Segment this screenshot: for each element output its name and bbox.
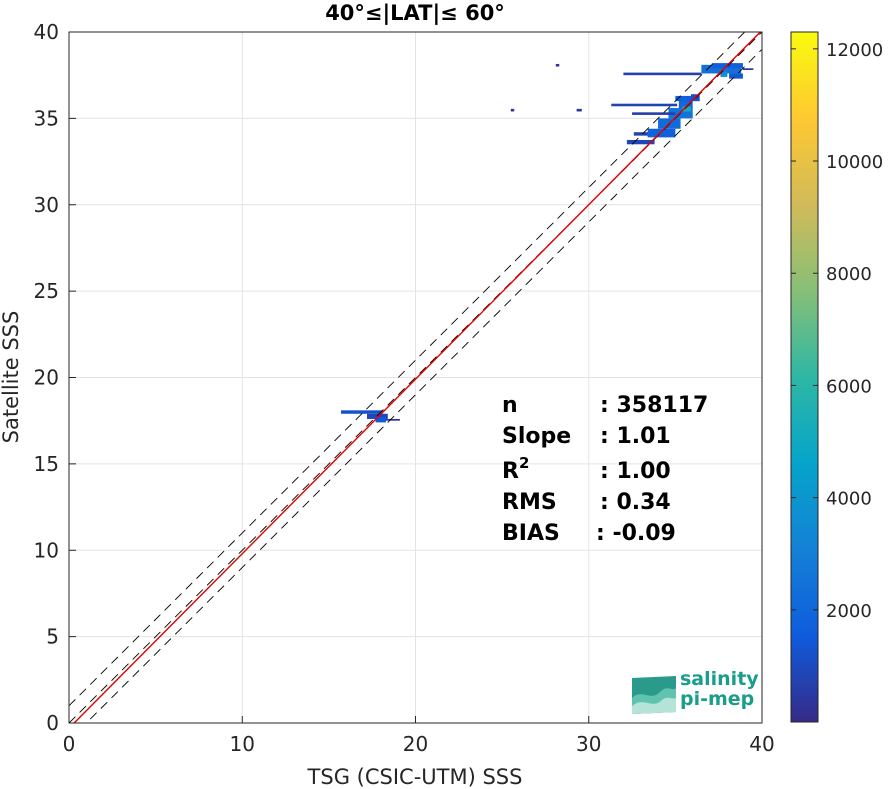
logo-line2: pi-mep — [680, 688, 754, 710]
stat-value: : 1.01 — [600, 424, 671, 449]
reference-line — [69, 32, 746, 707]
y-tick-label: 30 — [34, 193, 59, 217]
stat-value: : 1.00 — [600, 459, 671, 484]
density-cell — [633, 132, 660, 136]
y-tick-label: 20 — [34, 366, 59, 390]
y-tick-label: 15 — [34, 452, 59, 476]
reference-line — [73, 32, 762, 723]
y-tick-label: 5 — [46, 625, 59, 649]
x-tick-label: 10 — [230, 732, 255, 756]
density-cell — [647, 128, 676, 138]
density-cell — [742, 68, 754, 71]
stat-label: RMS — [502, 490, 557, 515]
density-cell — [375, 417, 387, 423]
colorbar-tick-label: 8000 — [826, 264, 872, 285]
y-axis-label: Satellite SSS — [0, 311, 23, 444]
x-tick-label: 0 — [63, 732, 76, 756]
density-cell — [366, 413, 388, 419]
chart-title: 40°≤|LAT|≤ 60° — [325, 1, 505, 26]
density-cell — [720, 71, 728, 77]
density-cell — [729, 73, 743, 79]
x-axis-label: TSG (CSIC-UTM) SSS — [307, 765, 523, 789]
stat-label: R2 — [502, 454, 529, 484]
stat-label: BIAS — [502, 521, 560, 546]
stats-box: n : 358117 Slope : 1.01 R2 : 1.00 RMS : 0.34 BIA… — [502, 393, 708, 546]
colorbar-tick-label: 2000 — [826, 601, 872, 622]
density-cell — [682, 106, 691, 112]
x-tick-label: 20 — [403, 732, 428, 756]
density-cell — [678, 99, 693, 109]
density-cell — [555, 63, 560, 67]
stat-value: : -0.09 — [596, 521, 676, 546]
density-cell — [701, 64, 742, 74]
colorbar-tick-label: 6000 — [826, 376, 872, 397]
density-cell — [341, 410, 383, 414]
stat-label: n — [502, 393, 518, 418]
density-cell — [675, 95, 700, 102]
density-cell — [632, 112, 676, 115]
colorbar-ticks: 2000 4000 6000 8000 10000 12000 — [791, 40, 883, 622]
density-cell — [623, 72, 702, 76]
y-tick-label: 25 — [34, 279, 59, 303]
reference-line — [85, 48, 762, 723]
y-ticks: 0 5 10 15 20 25 30 35 40 — [34, 20, 76, 735]
y-tick-label: 10 — [34, 538, 59, 562]
x-tick-label: 30 — [576, 732, 601, 756]
stat-value: : 0.34 — [600, 490, 671, 515]
density-cell — [611, 103, 678, 107]
density-cell — [386, 418, 400, 421]
reference-lines — [69, 32, 762, 723]
colorbar — [790, 31, 819, 723]
stat-label: Slope — [502, 424, 571, 449]
y-tick-label: 40 — [34, 20, 59, 44]
logo-wave-low — [632, 697, 676, 714]
colorbar-tick-label: 10000 — [826, 152, 883, 173]
x-tick-label: 40 — [749, 732, 774, 756]
colorbar-tick-label: 12000 — [826, 40, 883, 61]
density-cell — [576, 108, 582, 112]
y-tick-label: 0 — [46, 711, 59, 735]
density-cell — [626, 139, 655, 145]
density-cell — [510, 108, 515, 112]
colorbar-tick-label: 4000 — [826, 489, 872, 510]
logo-line1: salinity — [680, 668, 759, 690]
x-ticks: 0 10 20 30 40 — [63, 716, 775, 756]
y-tick-label: 35 — [34, 106, 59, 130]
stat-value: : 358117 — [600, 393, 708, 418]
logo: salinity pi-mep — [632, 668, 759, 714]
